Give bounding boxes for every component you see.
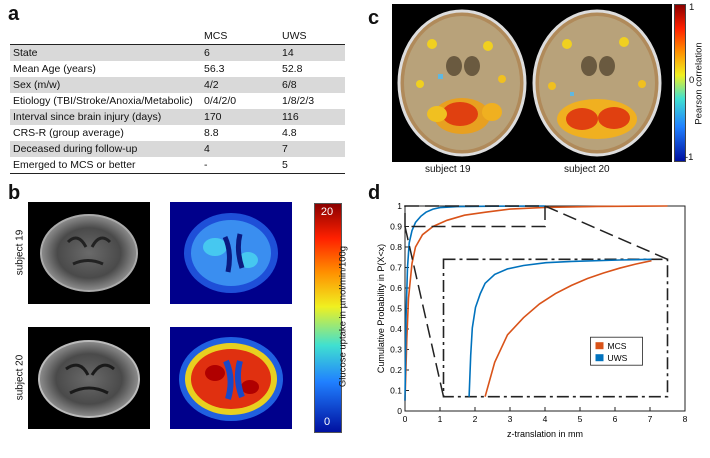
table-row: Deceased during follow-up 4 7 [10, 141, 345, 157]
mri-subject-20 [28, 327, 150, 429]
y-tick-label: 0.5 [390, 304, 402, 314]
x-tick-label: 7 [648, 414, 653, 424]
panel-letter-a: a [8, 3, 20, 25]
table-cell: 5 [279, 157, 345, 174]
inset-connector [404, 226, 445, 397]
table-cell: 8.8 [204, 127, 219, 139]
pearson-colorbar [674, 4, 686, 162]
y-tick-label: 0.1 [390, 386, 402, 396]
y-tick-label: 0.7 [390, 263, 402, 273]
table-cell: 14 [279, 44, 345, 61]
demographics-table: MCS UWS State 6 14 Mean Age (years) 56.3 52.8 Se… [10, 28, 345, 174]
x-tick-label: 2 [473, 414, 478, 424]
x-tick-label: 0 [403, 414, 408, 424]
inset-box [442, 258, 669, 398]
legend-swatch-mcs [595, 342, 604, 350]
y-tick-label: 0 [397, 406, 402, 416]
legend-label-mcs: MCS [608, 341, 627, 351]
x-tick-label: 6 [613, 414, 618, 424]
table-header-row: MCS UWS [10, 28, 345, 45]
table-row: Sex (m/w) 4/2 6/8 [10, 77, 345, 93]
row-label-subject-19: subject 19 [14, 229, 26, 276]
glucose-colorbar [314, 203, 342, 433]
table-cell: UWS [279, 28, 345, 45]
table-cell: Emerged to MCS or better [10, 157, 201, 174]
correlation-maps [392, 4, 672, 162]
x-tick-label: 5 [578, 414, 583, 424]
table-cell: 6 [201, 44, 279, 61]
table-cell [10, 28, 201, 45]
y-tick-label: 0.8 [390, 242, 402, 252]
table-cell: 1/8/2/3 [282, 95, 315, 107]
pearson-tick-0: 0 [689, 75, 695, 86]
panel-letter-d: d [368, 182, 381, 204]
pet-subject-19 [170, 202, 292, 304]
table-cell: 4.8 [282, 127, 297, 139]
x-tick-label: 3 [508, 414, 513, 424]
pearson-tick-minus-1: -1 [685, 152, 694, 163]
y-tick-label: 0.4 [390, 324, 402, 334]
panel-letter-c: c [368, 7, 380, 29]
glucose-colorbar-max: 20 [320, 206, 334, 218]
table-cell: Deceased during follow-up [10, 141, 201, 157]
table-cell: 6/8 [279, 77, 345, 93]
table-cell: MCS [201, 28, 279, 45]
table-cell: State [10, 44, 201, 61]
table-cell: 170 [201, 109, 279, 125]
panel-letter-b: b [8, 182, 21, 204]
table-cell: 0/4/2/0 [204, 95, 237, 107]
table-row: State 6 14 [10, 44, 345, 61]
x-axis-label: z-translation in mm [507, 429, 583, 439]
table-row: CRS-R (group average) 8.8 4.8 [10, 125, 345, 141]
glucose-colorbar-label: Glucose uptake in µmol/min/100g [337, 245, 349, 388]
y-tick-label: 0.9 [390, 222, 402, 232]
table-cell: 7 [279, 141, 345, 157]
row-label-subject-20: subject 20 [14, 354, 26, 401]
inset-connector [544, 205, 668, 260]
table-cell: CRS-R (group average) [13, 127, 124, 139]
cumulative-probability-chart: 0 1 2 3 4 5 6 7 8 0 0.1 0.2 0.3 0.4 0.5 0.6 0.7 0.8 0.9 1 z-… [376, 201, 688, 439]
y-axis-label: Cumulative Probability in P(X<x) [376, 244, 386, 373]
zoom-region-box [404, 205, 546, 228]
table-cell: 4/2 [201, 77, 279, 93]
x-tick-label: 1 [438, 414, 443, 424]
y-tick-label: 1 [397, 201, 402, 211]
legend-label-uws: UWS [608, 353, 628, 363]
mri-subject-19 [28, 202, 150, 304]
pearson-colorbar-label: Pearson correlation [693, 42, 705, 125]
table-row: Etiology (TBI/Stroke/Anoxia/Metabolic) 0/… [10, 93, 345, 109]
table-cell: 56.3 [204, 63, 225, 75]
pearson-tick-1: 1 [689, 2, 695, 13]
table-row: Mean Age (years) 56.3 52.8 [10, 61, 345, 77]
table-cell: 52.8 [282, 63, 303, 75]
y-tick-label: 0.6 [390, 283, 402, 293]
table-row: Interval since brain injury (days) 170 116 [10, 109, 345, 125]
table-row: Emerged to MCS or better -5 [10, 157, 345, 174]
legend-box [590, 336, 643, 366]
table-cell: 4 [201, 141, 279, 157]
glucose-colorbar-min: 0 [323, 416, 331, 428]
inset-series-line-mcs [484, 259, 652, 397]
table-cell: 116 [279, 109, 345, 125]
table-cell: Mean Age (years) [13, 63, 96, 75]
inset-series-line-uws [468, 258, 652, 397]
legend-swatch-uws [595, 354, 604, 362]
y-tick-label: 0.2 [390, 365, 402, 375]
table-cell: Etiology (TBI/Stroke/Anoxia/Metabolic) [13, 95, 193, 107]
series-line-mcs [404, 205, 668, 401]
table-cell: Interval since brain injury (days) [10, 109, 201, 125]
table-cell: - [201, 157, 279, 174]
caption-subject-19: subject 19 [425, 164, 471, 175]
caption-subject-20: subject 20 [564, 164, 610, 175]
x-tick-label: 8 [683, 414, 688, 424]
y-tick-label: 0.3 [390, 345, 402, 355]
table-cell: Sex (m/w) [10, 77, 201, 93]
pet-subject-20 [170, 327, 292, 429]
x-tick-label: 4 [543, 414, 548, 424]
